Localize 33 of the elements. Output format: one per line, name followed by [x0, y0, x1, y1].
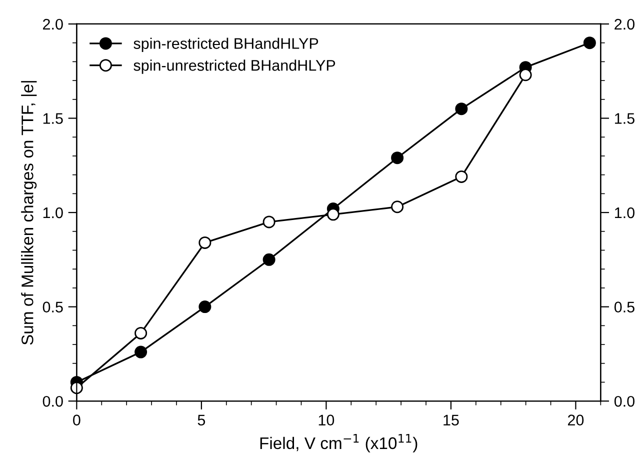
point	[455, 102, 468, 116]
y-tick-label: 2.0	[43, 18, 63, 30]
point	[519, 68, 532, 82]
point	[198, 300, 212, 314]
x-tick-label: 10	[318, 414, 334, 426]
y2-tick-label: 1.0	[615, 207, 634, 218]
point	[70, 382, 83, 394]
point	[391, 152, 404, 164]
y2-tick-label: 1.5	[615, 113, 634, 124]
x-axis-title: Field, V cm$^{−1}$ (x10$^{11}$)	[260, 434, 418, 452]
legend-label: spin-unrestricted BHandHLYP	[134, 60, 336, 74]
y-tick-label: 1.5	[43, 113, 63, 124]
y-tick-label: 0.0	[42, 396, 63, 407]
point	[326, 208, 340, 221]
y-tick-label: 0.5	[42, 302, 63, 312]
point	[134, 346, 148, 358]
y-axis-title: Sum of Mulliken charges on TTF, |e|	[21, 81, 37, 345]
point	[262, 253, 276, 266]
point	[583, 36, 596, 50]
y-tick-label: 1.0	[43, 207, 63, 218]
point	[262, 216, 276, 228]
legend-label: spin-restricted BHandHLYP	[134, 38, 318, 52]
x-tick-label: 5	[198, 414, 206, 426]
y2-tick-label: 0.0	[614, 396, 634, 407]
point	[455, 170, 468, 183]
point	[391, 200, 404, 214]
x-tick-label: 15	[444, 414, 459, 426]
x-tick-label: 20	[568, 414, 584, 426]
y2-tick-label: 2.0	[614, 18, 634, 30]
y2-tick-label: 0.5	[614, 302, 634, 312]
point	[134, 326, 148, 340]
point	[198, 236, 212, 249]
x-tick-label: 0	[73, 414, 80, 426]
